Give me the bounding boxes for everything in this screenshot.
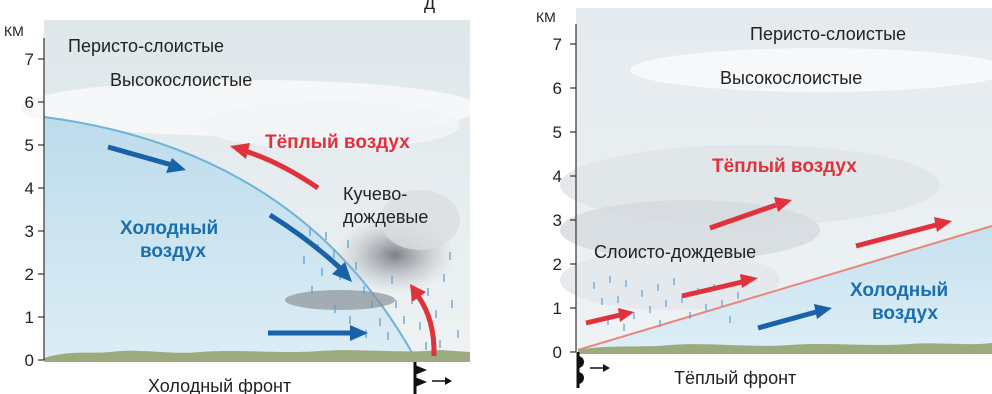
warm-front-symbol <box>576 352 610 388</box>
y-tick-label: 4 <box>25 179 34 198</box>
y-tick-label: 3 <box>25 222 34 241</box>
cold-air-arrow <box>757 304 832 331</box>
warm-front-diagram: 0 1 2 3 4 5 6 7 КМ Перисто-слоистые Высо… <box>520 0 992 394</box>
cold-air-arrow <box>107 144 186 173</box>
y-tick-label: 1 <box>553 299 562 318</box>
y-tick-label: 3 <box>553 211 562 230</box>
cold-air-arrow <box>268 325 368 341</box>
altostratus-label: Высокослоистые <box>110 70 252 90</box>
warm-air-arrow <box>681 274 758 299</box>
warm-air-arrow <box>709 197 792 231</box>
cirrostratus-label: Перисто-слоистые <box>68 36 224 56</box>
warm-air-label: Тёплый воздух <box>265 132 410 153</box>
ground <box>44 350 470 362</box>
y-tick-label: 7 <box>553 35 562 54</box>
nimbostratus-label: Слоисто-дождевые <box>594 242 756 262</box>
y-axis-ticks <box>570 43 576 353</box>
cirrostratus-label: Перисто-слоистые <box>750 24 906 44</box>
low-cloud <box>560 250 780 310</box>
ground <box>578 343 992 354</box>
cold-air-label: воздух <box>140 241 206 262</box>
low-cloud <box>285 290 395 310</box>
y-tick-label: 7 <box>25 50 34 69</box>
cumulonimbus-label: дождевые <box>343 207 428 227</box>
y-tick-label: 2 <box>553 255 562 274</box>
mid-cloud <box>560 200 820 260</box>
cold-air-label: Холодный <box>120 218 218 239</box>
rain <box>593 276 739 331</box>
warm-air-label: Тёплый воздух <box>712 156 857 177</box>
y-tick-label: 1 <box>25 308 34 327</box>
y-tick-label: 5 <box>25 136 34 155</box>
cold-air-arrow <box>268 212 352 282</box>
y-axis-ticks <box>38 58 44 361</box>
y-tick-label: 6 <box>25 93 34 112</box>
top-fragment-text: д <box>424 0 436 14</box>
cumulonimbus-label: Кучево- <box>343 184 407 204</box>
warm-air-arrow <box>410 284 437 357</box>
cold-front-caption: Холодный фронт <box>148 376 291 394</box>
cumulonimbus-cloud <box>380 190 460 250</box>
y-tick-label: 0 <box>25 351 34 370</box>
y-axis-unit: КМ <box>4 23 24 39</box>
warm-front-line <box>577 225 992 351</box>
cold-air-label: Холодный <box>850 280 948 301</box>
warm-front-caption: Тёплый фронт <box>674 368 796 388</box>
altostratus-label: Высокослоистые <box>720 68 862 88</box>
high-cloud <box>630 48 992 92</box>
cold-air-label: воздух <box>872 303 938 324</box>
y-axis-unit: КМ <box>536 9 556 25</box>
warm-air-arrow <box>585 308 634 326</box>
y-tick-label: 4 <box>553 167 562 186</box>
y-tick-label: 0 <box>553 343 562 362</box>
cold-front-symbol <box>413 362 452 394</box>
cold-front-diagram: 0 1 2 3 4 5 6 7 КМ Перисто-слоистые Высо… <box>0 0 470 394</box>
warm-air-arrow <box>855 217 952 249</box>
y-tick-label: 6 <box>553 79 562 98</box>
y-tick-label: 5 <box>553 123 562 142</box>
warm-air-arrow <box>230 143 320 191</box>
high-cloud <box>200 101 460 149</box>
y-tick-label: 2 <box>25 265 34 284</box>
